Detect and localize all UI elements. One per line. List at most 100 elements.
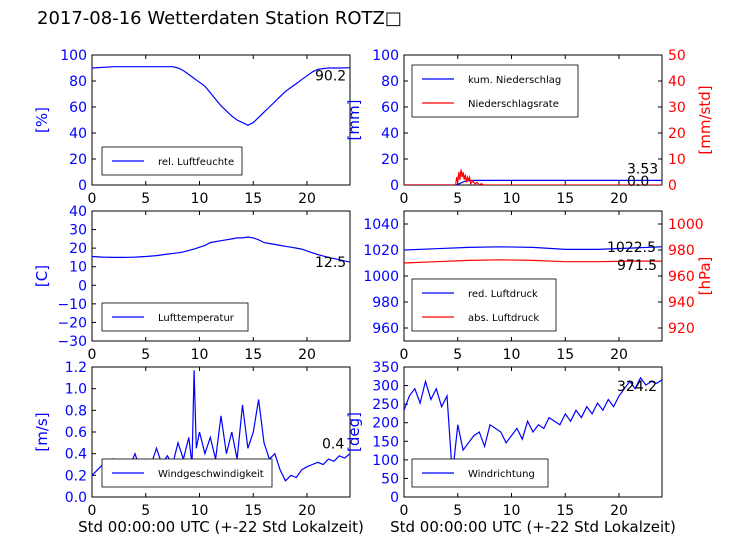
y2-tick-label: 920 bbox=[668, 321, 695, 337]
x-tick-label: 5 bbox=[141, 191, 150, 207]
y-tick-label: 1040 bbox=[363, 217, 399, 233]
x-tick-label: 15 bbox=[244, 503, 262, 519]
y-tick-label: 1.2 bbox=[65, 360, 87, 376]
x-tick-label: 10 bbox=[503, 191, 521, 207]
chart-panel-precipitation: 0 5 10 15 20 0 20 40 60 80 100 0 10 20 30 40 50 [mm] [mm/s… bbox=[345, 48, 714, 207]
x-tick-label: 5 bbox=[453, 347, 462, 363]
y-tick-label: 0.4 bbox=[65, 447, 87, 463]
legend: Windrichtung bbox=[411, 458, 549, 488]
series-line-temperature-0 bbox=[92, 236, 350, 263]
legend: Windgeschwindigkeit bbox=[101, 458, 273, 488]
y-tick-label: 350 bbox=[372, 360, 399, 376]
x-axis-label: Std 00:00:00 UTC (+-22 Std Lokalzeit) bbox=[78, 518, 364, 536]
x-tick-label: 20 bbox=[610, 503, 628, 519]
x-tick-label: 20 bbox=[610, 191, 628, 207]
legend: Lufttemperatur bbox=[101, 302, 249, 332]
y-tick-label: 0 bbox=[390, 490, 399, 506]
y-tick-label: −10 bbox=[57, 297, 87, 313]
x-tick-label: 15 bbox=[556, 347, 574, 363]
x-tick-label: 15 bbox=[244, 191, 262, 207]
legend-box bbox=[411, 458, 549, 488]
legend-label: Niederschlagsrate bbox=[468, 99, 559, 110]
y2-axis-label: [mm/std] bbox=[696, 85, 714, 154]
legend: kum. Niederschlag Niederschlagsrate bbox=[411, 64, 579, 118]
legend-label: Windgeschwindigkeit bbox=[158, 469, 264, 480]
y-tick-label: 20 bbox=[381, 152, 399, 168]
y-tick-label: −20 bbox=[57, 315, 87, 331]
y-tick-label: 960 bbox=[372, 321, 399, 337]
legend-box bbox=[411, 64, 579, 118]
x-tick-label: 10 bbox=[191, 191, 209, 207]
series-line-pressure-0 bbox=[404, 246, 662, 251]
y-tick-label: 0 bbox=[78, 278, 87, 294]
y-tick-label: 100 bbox=[60, 48, 87, 64]
x-tick-label: 5 bbox=[453, 503, 462, 519]
y-tick-label: 100 bbox=[372, 48, 399, 64]
y2-tick-label: 10 bbox=[668, 152, 686, 168]
series-line-pressure-1 bbox=[404, 259, 662, 264]
y2-tick-label: 30 bbox=[668, 100, 686, 116]
x-tick-label: 10 bbox=[191, 347, 209, 363]
y-tick-label: 0.8 bbox=[65, 403, 87, 419]
y-tick-label: −30 bbox=[57, 334, 87, 350]
y-tick-label: 20 bbox=[69, 152, 87, 168]
chart-panel-windspeed: 0 5 10 15 20 0.0 0.2 0.4 0.6 0.8 1.0 1.2 [m/s] Std 00… bbox=[33, 360, 364, 536]
chart-panel-temperature: 0 5 10 15 20 −30 −20 −10 0 10 20 30 40 [C] 12.5 Lufttem… bbox=[33, 204, 351, 363]
last-value-label: 971.5 bbox=[617, 258, 657, 274]
series-line-humidity-0 bbox=[92, 66, 350, 126]
y-tick-label: 0.0 bbox=[65, 490, 87, 506]
legend-label: kum. Niederschlag bbox=[468, 75, 561, 86]
y-tick-label: 80 bbox=[381, 74, 399, 90]
y-axis-label: [%] bbox=[33, 107, 51, 133]
y-tick-label: 300 bbox=[372, 379, 399, 395]
y2-tick-label: 980 bbox=[668, 243, 695, 259]
y-tick-label: 980 bbox=[372, 295, 399, 311]
x-tick-label: 15 bbox=[556, 191, 574, 207]
x-tick-label: 0 bbox=[400, 503, 409, 519]
y-tick-label: 40 bbox=[381, 126, 399, 142]
y-tick-label: 60 bbox=[381, 100, 399, 116]
x-axis-label: Std 00:00:00 UTC (+-22 Std Lokalzeit) bbox=[390, 518, 676, 536]
y2-tick-label: 40 bbox=[668, 74, 686, 90]
x-tick-label: 10 bbox=[191, 503, 209, 519]
x-tick-label: 15 bbox=[244, 347, 262, 363]
y-tick-label: 1000 bbox=[363, 269, 399, 285]
y-tick-label: 100 bbox=[372, 453, 399, 469]
y-tick-label: 80 bbox=[69, 74, 87, 90]
legend: red. Luftdruck abs. Luftdruck bbox=[411, 278, 557, 332]
y-axis-label: [mm] bbox=[345, 100, 363, 141]
y2-axis-label: [hPa] bbox=[696, 257, 714, 296]
legend-label: rel. Luftfeuchte bbox=[158, 157, 234, 168]
x-tick-label: 0 bbox=[88, 347, 97, 363]
y-tick-label: 1.0 bbox=[65, 382, 87, 398]
y-tick-label: 250 bbox=[372, 397, 399, 413]
x-tick-label: 5 bbox=[141, 503, 150, 519]
y-tick-label: 150 bbox=[372, 434, 399, 450]
y-tick-label: 40 bbox=[69, 204, 87, 220]
y2-tick-label: 50 bbox=[668, 48, 686, 64]
legend-label: red. Luftdruck bbox=[468, 289, 538, 300]
plot-frame bbox=[91, 210, 351, 342]
last-value-label: 90.2 bbox=[315, 69, 346, 85]
y-tick-label: 30 bbox=[69, 223, 87, 239]
y-axis-label: [m/s] bbox=[33, 412, 51, 451]
x-tick-label: 5 bbox=[453, 191, 462, 207]
y-tick-label: 50 bbox=[381, 471, 399, 487]
plot-frame bbox=[403, 366, 663, 498]
legend-label: Lufttemperatur bbox=[158, 313, 235, 324]
plot-frame bbox=[91, 54, 351, 186]
x-tick-label: 10 bbox=[503, 347, 521, 363]
y-tick-label: 20 bbox=[69, 241, 87, 257]
x-tick-label: 0 bbox=[400, 347, 409, 363]
last-value-label: 0.0 bbox=[627, 174, 649, 190]
last-value-label: 324.2 bbox=[617, 379, 657, 395]
x-tick-label: 10 bbox=[503, 503, 521, 519]
last-value-label: 1022.5 bbox=[607, 240, 656, 256]
y-axis-label: [C] bbox=[33, 265, 51, 287]
series-line-winddirection-0 bbox=[404, 376, 662, 476]
x-tick-label: 20 bbox=[298, 191, 316, 207]
y-tick-label: 1020 bbox=[363, 243, 399, 259]
chart-panel-pressure: 0 5 10 15 20 960 980 1000 1020 1040 920 940 960 980 10… bbox=[363, 210, 714, 363]
